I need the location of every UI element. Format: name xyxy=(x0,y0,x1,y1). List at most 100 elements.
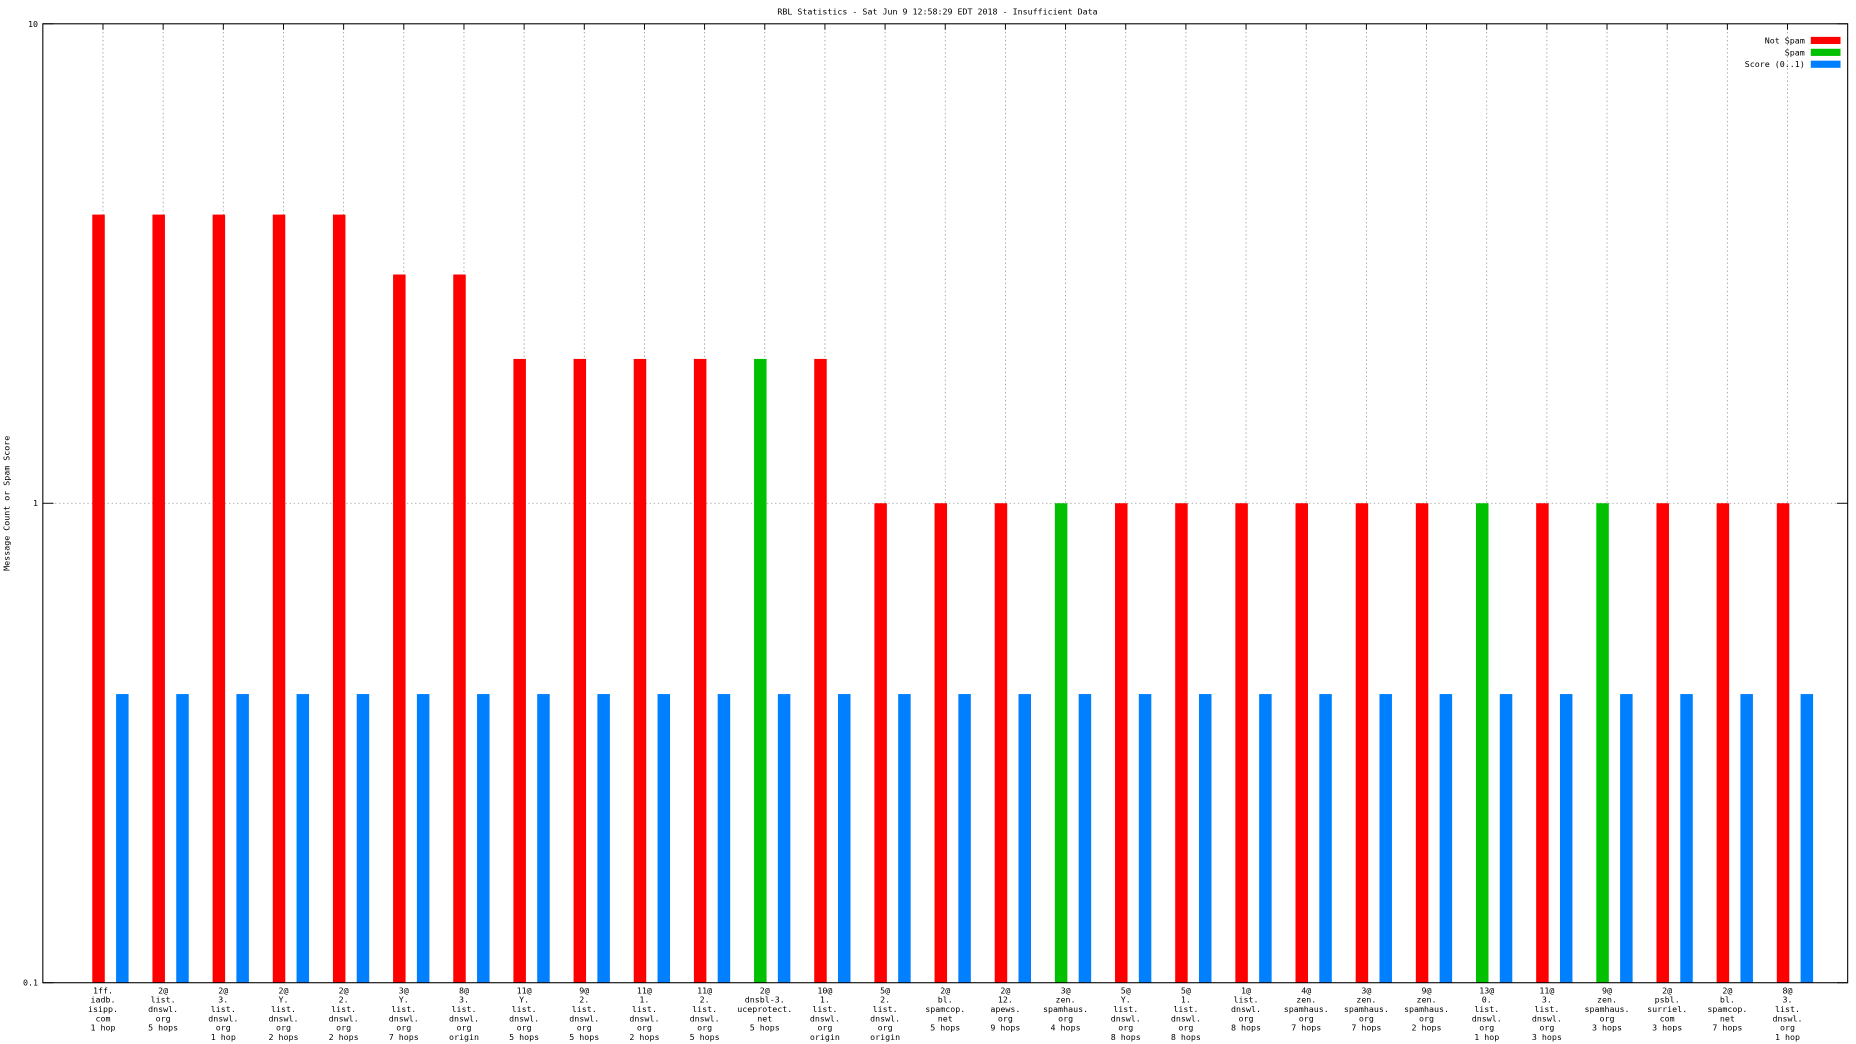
x-tick-label: surriel. xyxy=(1647,1004,1687,1014)
x-tick-label: dnswl. xyxy=(148,1004,178,1014)
bar xyxy=(1776,503,1790,983)
legend-swatch xyxy=(1810,60,1841,68)
x-tick-label: 3@ xyxy=(399,985,409,995)
bar xyxy=(994,503,1008,983)
x-tick-label: list. xyxy=(1234,995,1259,1005)
x-tick-label: org xyxy=(1539,1023,1554,1033)
x-tick-label: org xyxy=(396,1023,411,1033)
bar xyxy=(1415,503,1429,983)
x-tick-label: 3 hops xyxy=(1532,1032,1562,1042)
bar xyxy=(934,503,948,983)
x-tick-label: 11@ xyxy=(697,985,712,995)
x-tick-label: 2@ xyxy=(278,985,288,995)
x-tick-label: 2 hops xyxy=(1412,1023,1442,1033)
x-tick-label: psbl. xyxy=(1655,995,1680,1005)
x-tick-label: 11@ xyxy=(517,985,532,995)
x-tick-label: dnswl. xyxy=(449,1013,479,1023)
x-tick-label: 0. xyxy=(1482,995,1492,1005)
bar xyxy=(152,214,165,983)
x-tick-label: 11@ xyxy=(1539,985,1554,995)
x-tick-label: list. xyxy=(211,1004,236,1014)
bar xyxy=(1138,694,1152,983)
x-tick-label: 7 hops xyxy=(1291,1023,1321,1033)
x-tick-label: spamcop. xyxy=(925,1004,965,1014)
x-tick-label: 11@ xyxy=(637,985,652,995)
x-tick-label: 2@ xyxy=(158,985,168,995)
bar xyxy=(1559,694,1573,983)
x-tick-label: 1 hop xyxy=(1775,1032,1800,1042)
x-tick-label: apews. xyxy=(990,1004,1020,1014)
x-tick-label: org xyxy=(1479,1023,1494,1033)
bar xyxy=(1175,503,1188,983)
x-tick-label: 2@ xyxy=(339,985,349,995)
x-tick-label: list. xyxy=(632,1004,657,1014)
chart-title: RBL Statistics - Sat Jun 9 12:58:29 EDT … xyxy=(777,6,1097,16)
x-tick-label: net xyxy=(938,1013,953,1023)
x-tick-label: org xyxy=(1118,1023,1133,1033)
bar xyxy=(1596,503,1609,983)
x-tick-label: zen. xyxy=(1597,995,1617,1005)
x-tick-label: 5 hops xyxy=(509,1032,539,1042)
bar xyxy=(693,358,707,983)
x-tick-label: list. xyxy=(873,1004,898,1014)
bar xyxy=(1680,694,1693,983)
x-tick-label: 7 hops xyxy=(1712,1023,1742,1033)
x-tick-label: list. xyxy=(151,995,176,1005)
x-tick-label: org xyxy=(697,1023,712,1033)
x-tick-label: dnswl. xyxy=(208,1013,238,1023)
x-tick-label: 2. xyxy=(880,995,890,1005)
x-tick-label: 1 hop xyxy=(1474,1032,1499,1042)
x-tick-label: 8 hops xyxy=(1231,1023,1261,1033)
bar xyxy=(1379,694,1392,983)
x-tick-label: list. xyxy=(1534,1004,1559,1014)
x-tick-label: 8@ xyxy=(459,985,469,995)
x-tick-label: Y. xyxy=(278,995,288,1005)
x-tick-label: dnswl. xyxy=(268,1013,298,1023)
x-tick-label: org xyxy=(577,1023,592,1033)
x-tick-label: spamhaus. xyxy=(1284,1004,1329,1014)
bar xyxy=(1319,694,1332,983)
x-tick-label: 5@ xyxy=(1181,985,1191,995)
bar xyxy=(116,694,129,983)
x-tick-label: 2@ xyxy=(940,985,950,995)
x-tick-label: list. xyxy=(812,1004,837,1014)
x-tick-label: org xyxy=(637,1023,652,1033)
x-tick-label: spamhaus. xyxy=(1344,1004,1389,1014)
x-tick-label: 9 hops xyxy=(990,1023,1020,1033)
bar xyxy=(597,694,610,983)
x-tick-label: dnswl. xyxy=(509,1013,539,1023)
x-tick-label: 8 hops xyxy=(1111,1032,1141,1042)
legend-swatch xyxy=(1810,48,1841,56)
x-tick-label: 2@ xyxy=(760,985,770,995)
x-tick-label: 5 hops xyxy=(569,1032,599,1042)
y-axis-label: Message Count or Spam Score xyxy=(2,436,12,571)
x-tick-label: list. xyxy=(451,1004,476,1014)
x-tick-label: list. xyxy=(692,1004,717,1014)
x-tick-label: 3. xyxy=(1542,995,1552,1005)
bar xyxy=(1475,503,1489,983)
x-tick-label: 7 hops xyxy=(389,1032,419,1042)
x-tick-label: 2 hops xyxy=(329,1032,359,1042)
x-tick-label: org xyxy=(1359,1013,1374,1023)
x-tick-label: zen. xyxy=(1056,995,1076,1005)
x-tick-label: spamhaus. xyxy=(1404,1004,1449,1014)
x-tick-label: origin xyxy=(810,1032,840,1042)
bar xyxy=(1439,694,1453,983)
x-tick-label: list. xyxy=(572,1004,597,1014)
bar xyxy=(838,694,851,983)
x-tick-label: list. xyxy=(271,1004,296,1014)
x-tick-label: origin xyxy=(449,1032,479,1042)
bar xyxy=(898,694,911,983)
x-tick-label: 2@ xyxy=(218,985,228,995)
x-tick-label: zen. xyxy=(1296,995,1316,1005)
x-tick-label: spamcop. xyxy=(1707,1004,1747,1014)
bar xyxy=(1620,694,1633,983)
x-tick-label: 3 hops xyxy=(1652,1023,1682,1033)
x-tick-label: spamhaus. xyxy=(1585,1004,1630,1014)
x-tick-label: org xyxy=(276,1023,291,1033)
x-tick-label: dnswl. xyxy=(329,1013,359,1023)
bar xyxy=(453,274,466,983)
x-tick-label: 3. xyxy=(218,995,228,1005)
x-tick-label: 8 hops xyxy=(1171,1032,1201,1042)
